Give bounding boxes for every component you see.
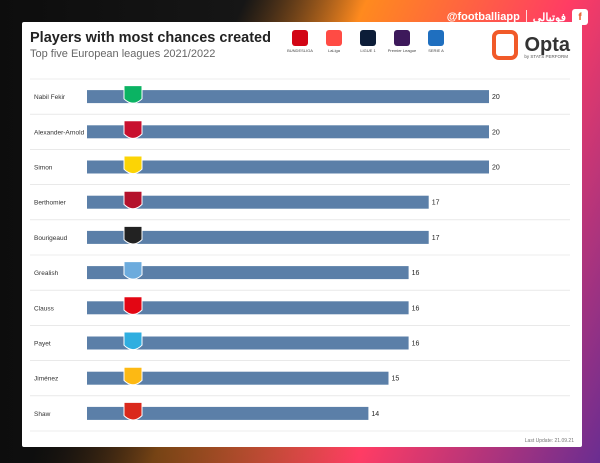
category-label: Simon bbox=[34, 165, 53, 172]
rennes-badge bbox=[123, 225, 143, 245]
category-label: Bourigeaud bbox=[34, 235, 68, 242]
data-label: 20 bbox=[492, 94, 500, 101]
league-mark-icon bbox=[360, 30, 376, 46]
bar bbox=[87, 230, 429, 244]
league-mark-icon bbox=[292, 30, 308, 46]
opta-wordmark: Opta bbox=[524, 34, 570, 56]
league-logo: LIGUE 1 bbox=[356, 30, 380, 60]
league-logo: SERIE A bbox=[424, 30, 448, 60]
marseille-badge bbox=[123, 331, 143, 351]
data-label: 20 bbox=[492, 129, 500, 136]
league-label: LaLiga bbox=[327, 48, 340, 53]
league-mark-icon bbox=[428, 30, 444, 46]
bar bbox=[87, 336, 409, 350]
category-label: Payet bbox=[34, 341, 51, 348]
bar bbox=[87, 266, 409, 280]
league-label: SERIE A bbox=[428, 48, 444, 53]
league-logos: BUNDESLIGA LaLiga LIGUE 1 Premier League SER… bbox=[287, 30, 448, 60]
brand-watermark: @footballiapp فوتبالی f bbox=[447, 7, 588, 27]
app-logo-icon: f bbox=[572, 9, 588, 25]
man-utd-badge bbox=[123, 401, 143, 421]
clermont-badge bbox=[123, 190, 143, 210]
league-logo: Premier League bbox=[387, 30, 417, 60]
league-logo: BUNDESLIGA bbox=[287, 30, 313, 60]
bar-chart: Nabil Fekir 20 Alexander-Arnold 20 Simon 20 Be… bbox=[30, 78, 570, 432]
brand-separator bbox=[525, 10, 527, 24]
data-label: 16 bbox=[412, 305, 420, 312]
bar bbox=[87, 125, 489, 139]
brand-name: فوتبالی bbox=[532, 11, 566, 24]
chart-subtitle: Top five European leagues 2021/2022 bbox=[30, 48, 216, 60]
category-label: Jiménez bbox=[34, 376, 58, 383]
data-label: 17 bbox=[432, 235, 440, 242]
chart-card: Players with most chances created Top fi… bbox=[22, 22, 582, 447]
data-label: 15 bbox=[392, 376, 400, 383]
bar bbox=[87, 195, 429, 209]
league-label: Premier League bbox=[387, 48, 417, 53]
betis-badge bbox=[123, 85, 143, 104]
opta-tagline: by STATS PERFORM bbox=[524, 54, 568, 59]
bar bbox=[87, 90, 489, 104]
chart-title: Players with most chances created bbox=[30, 30, 271, 46]
league-mark-icon bbox=[326, 30, 342, 46]
bar bbox=[87, 160, 489, 174]
brand-handle: @footballiapp bbox=[446, 11, 520, 23]
league-label: BUNDESLIGA bbox=[287, 48, 313, 53]
category-label: Shaw bbox=[34, 411, 51, 418]
man-city-badge bbox=[123, 261, 143, 280]
wolves-badge bbox=[123, 366, 143, 386]
category-label: Clauss bbox=[34, 305, 55, 312]
liverpool-badge bbox=[123, 120, 143, 139]
category-label: Berthomier bbox=[34, 200, 67, 207]
league-label: LIGUE 1 bbox=[360, 48, 376, 53]
league-logo: LaLiga bbox=[322, 30, 346, 60]
data-label: 14 bbox=[371, 411, 379, 418]
category-label: Nabil Fekir bbox=[34, 94, 66, 101]
data-label: 20 bbox=[492, 165, 500, 172]
category-label: Alexander-Arnold bbox=[34, 129, 85, 136]
category-label: Grealish bbox=[34, 270, 59, 277]
bar bbox=[87, 371, 389, 385]
bar bbox=[87, 301, 409, 315]
lens-badge bbox=[123, 296, 143, 315]
opta-logo: Opta by STATS PERFORM bbox=[492, 30, 570, 60]
opta-ring-icon bbox=[492, 30, 519, 60]
bar bbox=[87, 406, 369, 420]
data-label: 17 bbox=[432, 200, 440, 207]
data-label: 16 bbox=[412, 341, 420, 348]
data-label: 16 bbox=[412, 270, 420, 277]
nantes-badge bbox=[123, 155, 143, 175]
league-mark-icon bbox=[394, 30, 410, 46]
last-update: Last Update: 21.09.21 bbox=[524, 438, 574, 444]
